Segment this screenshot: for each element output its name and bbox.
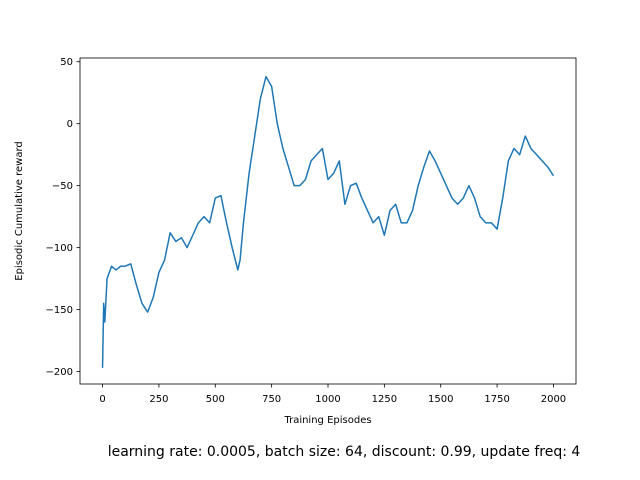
x-tick-label: 250 — [149, 394, 168, 405]
x-axis-label: Training Episodes — [283, 415, 371, 426]
y-axis-label: Episodic Cumulative reward — [14, 141, 25, 280]
reward-line — [101, 75, 555, 368]
y-tick-label: 50 — [60, 57, 73, 68]
x-tick-label: 750 — [262, 394, 281, 405]
y-tick-label: 0 — [67, 119, 73, 130]
plot-frame — [79, 57, 577, 385]
x-tick-label: 2000 — [541, 394, 566, 405]
x-tick-label: 0 — [99, 394, 105, 405]
x-tick-label: 1500 — [428, 394, 453, 405]
x-tick-label: 1250 — [372, 394, 397, 405]
y-tick-label: −50 — [52, 181, 73, 192]
x-tick-label: 500 — [206, 394, 225, 405]
y-tick-label: −200 — [46, 367, 73, 378]
y-tick-label: −150 — [46, 305, 73, 316]
y-tick-label: −100 — [46, 243, 73, 254]
footnote: learning rate: 0.0005, batch size: 64, d… — [108, 444, 581, 460]
x-tick-label: 1000 — [315, 394, 340, 405]
x-tick-label: 1750 — [484, 394, 509, 405]
